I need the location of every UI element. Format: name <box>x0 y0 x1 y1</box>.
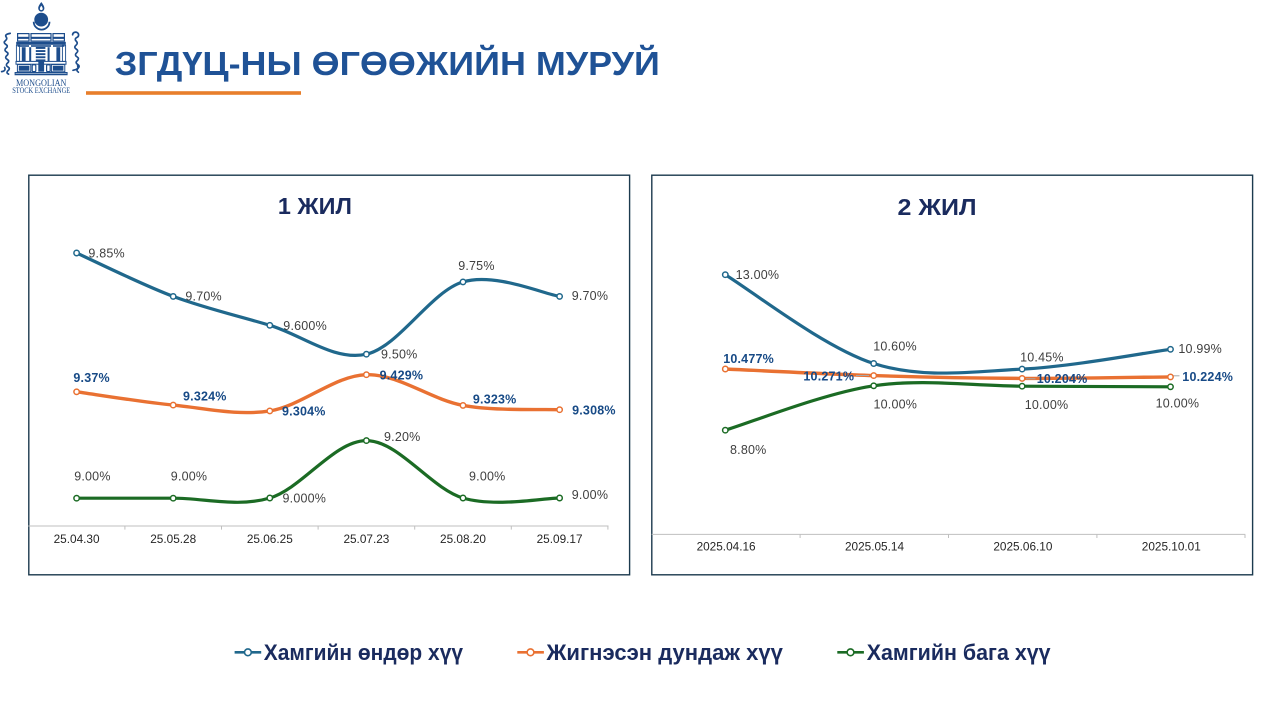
svg-text:9.304%: 9.304% <box>282 405 326 419</box>
svg-text:9.324%: 9.324% <box>183 389 227 403</box>
svg-text:STOCK EXCHANGE: STOCK EXCHANGE <box>12 86 70 95</box>
svg-text:Хамгийн өндөр хүү: Хамгийн өндөр хүү <box>264 640 464 665</box>
svg-text:2025.10.01: 2025.10.01 <box>1142 540 1201 554</box>
svg-text:10.60%: 10.60% <box>873 340 917 354</box>
svg-text:10.204%: 10.204% <box>1037 372 1088 386</box>
svg-text:25.06.25: 25.06.25 <box>247 532 293 546</box>
svg-text:9.50%: 9.50% <box>381 348 417 362</box>
svg-text:9.70%: 9.70% <box>185 289 221 303</box>
svg-text:ЗГДҮЦ-НЫ ӨГӨӨЖИЙН МУРУЙ: ЗГДҮЦ-НЫ ӨГӨӨЖИЙН МУРУЙ <box>115 44 660 82</box>
svg-text:10.477%: 10.477% <box>723 352 774 366</box>
svg-text:9.20%: 9.20% <box>384 430 420 444</box>
svg-text:25.09.17: 25.09.17 <box>537 532 583 546</box>
svg-text:25.05.28: 25.05.28 <box>150 532 196 546</box>
svg-text:9.429%: 9.429% <box>380 369 424 383</box>
svg-text:9.00%: 9.00% <box>74 470 110 484</box>
svg-text:9.323%: 9.323% <box>473 392 517 406</box>
svg-text:10.45%: 10.45% <box>1020 350 1064 364</box>
svg-text:25.08.20: 25.08.20 <box>440 532 486 546</box>
svg-text:9.85%: 9.85% <box>88 246 124 260</box>
svg-text:9.00%: 9.00% <box>171 470 207 484</box>
svg-text:10.00%: 10.00% <box>874 398 918 412</box>
svg-text:10.224%: 10.224% <box>1182 370 1233 384</box>
svg-text:25.07.23: 25.07.23 <box>343 532 389 546</box>
svg-text:1 ЖИЛ: 1 ЖИЛ <box>278 193 352 219</box>
svg-text:9.75%: 9.75% <box>458 259 494 273</box>
svg-text:9.37%: 9.37% <box>73 371 109 385</box>
svg-text:10.00%: 10.00% <box>1025 398 1069 412</box>
svg-text:9.000%: 9.000% <box>283 492 327 506</box>
svg-text:10.271%: 10.271% <box>803 370 854 384</box>
svg-text:8.80%: 8.80% <box>730 443 766 457</box>
svg-text:2025.04.16: 2025.04.16 <box>697 540 756 554</box>
svg-text:25.04.30: 25.04.30 <box>54 532 100 546</box>
svg-text:9.600%: 9.600% <box>283 319 327 333</box>
svg-text:9.70%: 9.70% <box>572 289 608 303</box>
svg-text:9.00%: 9.00% <box>572 488 608 502</box>
svg-text:13.00%: 13.00% <box>736 268 780 282</box>
svg-text:2025.06.10: 2025.06.10 <box>993 540 1052 554</box>
svg-text:2025.05.14: 2025.05.14 <box>845 540 904 554</box>
svg-text:10.99%: 10.99% <box>1178 342 1222 356</box>
svg-text:10.00%: 10.00% <box>1156 397 1200 411</box>
svg-text:9.00%: 9.00% <box>469 470 505 484</box>
svg-text:2 ЖИЛ: 2 ЖИЛ <box>898 194 977 220</box>
svg-text:Жигнэсэн дундаж хүү: Жигнэсэн дундаж хүү <box>545 640 783 665</box>
svg-text:MONGOLIAN: MONGOLIAN <box>16 79 67 89</box>
svg-text:9.308%: 9.308% <box>572 404 616 418</box>
svg-text:Хамгийн бага хүү: Хамгийн бага хүү <box>867 640 1052 665</box>
